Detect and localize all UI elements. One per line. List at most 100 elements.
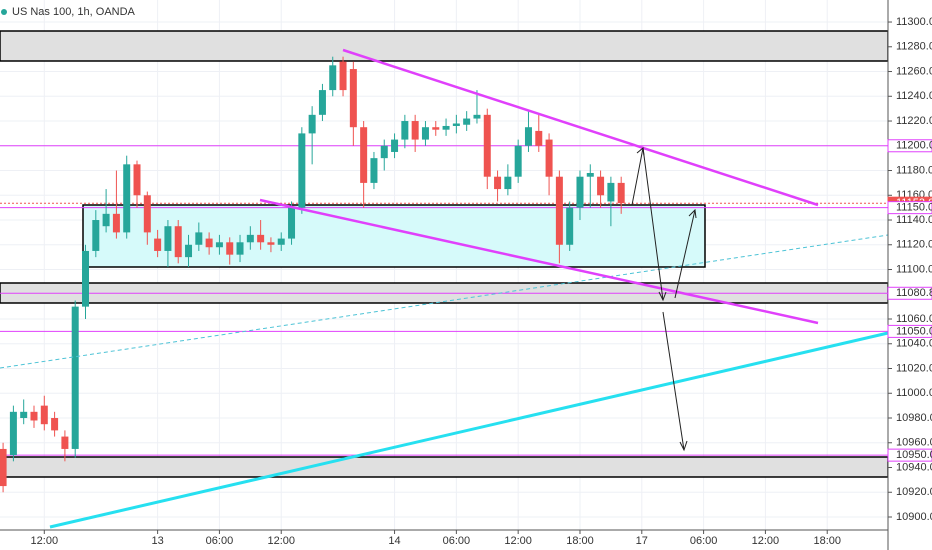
price-label: 11080.8 — [896, 287, 932, 299]
y-tick-label: 11120.0 — [896, 239, 932, 251]
candle-body — [370, 158, 378, 183]
candle-body — [318, 90, 326, 115]
candle-body — [524, 127, 532, 146]
candle-body — [40, 405, 48, 425]
candle-body — [61, 436, 69, 449]
candle-body — [514, 145, 522, 177]
candle-body — [112, 213, 120, 233]
y-tick-label: 11140.0 — [896, 214, 932, 226]
status-dot — [1, 9, 7, 15]
candle-body — [226, 242, 234, 255]
trend-line — [49, 331, 889, 529]
candle-body — [380, 145, 388, 159]
arrow-head — [688, 208, 697, 219]
y-tick-label: 11180.0 — [896, 164, 932, 176]
candle-body — [339, 61, 347, 91]
candle-body — [267, 242, 275, 245]
candle-body — [82, 250, 90, 307]
support-zone — [0, 456, 889, 478]
x-tick-label: 18:00 — [566, 535, 594, 547]
x-tick-label: 17 — [636, 535, 648, 547]
price-label: 10950.0 — [896, 449, 932, 461]
candle-body — [154, 238, 162, 251]
candle-body — [504, 176, 512, 190]
arrow-path — [674, 209, 696, 299]
chart-title: US Nas 100, 1h, OANDA — [12, 6, 136, 18]
y-tick-label: 11020.0 — [896, 362, 932, 374]
x-tick-label: 12:00 — [267, 535, 295, 547]
arrow-head — [658, 291, 667, 302]
y-tick-label: 11100.0 — [896, 263, 932, 275]
x-tick-label: 12:00 — [31, 535, 59, 547]
axes: 10900.0 10920.0 10940.0 10960.0 10980.0 11000… — [31, 16, 932, 547]
candle-body — [432, 127, 440, 130]
price-label-box — [887, 286, 932, 300]
candle-body — [30, 411, 38, 421]
x-tick-label: 06:00 — [690, 535, 718, 547]
x-tick-label: 06:00 — [206, 535, 234, 547]
candle-body — [452, 123, 460, 126]
candle-body — [586, 172, 594, 177]
candle-body — [164, 226, 172, 251]
candle-body — [555, 176, 563, 245]
candle-body — [71, 306, 79, 449]
y-tick-label: 10960.0 — [896, 437, 932, 449]
candle-body — [360, 127, 368, 183]
y-tick-label: 10940.0 — [896, 461, 932, 473]
candle-body — [257, 234, 265, 243]
x-tick-label: 14 — [388, 535, 400, 547]
y-tick-label: 11060.0 — [896, 313, 932, 325]
x-tick-label: 12:00 — [504, 535, 532, 547]
candle-body — [205, 238, 213, 248]
candle-body — [0, 448, 7, 487]
candle-body — [215, 242, 223, 248]
arrows — [631, 147, 697, 452]
candles — [0, 56, 625, 493]
resistance-zone — [0, 30, 889, 62]
candle-body — [236, 242, 244, 255]
candle-body — [246, 234, 254, 243]
price-label-box — [887, 139, 932, 153]
candle-body — [391, 139, 399, 152]
x-tick-label: 12:00 — [752, 535, 780, 547]
candle-body — [421, 127, 429, 140]
candle-body — [9, 411, 17, 456]
candle-body — [20, 411, 28, 419]
arrow-head — [636, 147, 645, 157]
price-label-box — [887, 448, 932, 462]
y-tick-label: 10920.0 — [896, 486, 932, 498]
arrow-head — [679, 440, 688, 452]
trend-line — [0, 234, 889, 369]
price-label: 11050.0 — [896, 325, 932, 337]
candle-body — [298, 133, 306, 208]
x-tick-label: 06:00 — [443, 535, 471, 547]
candle-body — [494, 176, 502, 190]
y-tick-label: 11260.0 — [896, 65, 932, 77]
candle-body — [535, 130, 543, 146]
candle-body — [566, 207, 574, 245]
y-tick-label: 11300.0 — [896, 16, 932, 28]
y-tick-label: 10900.0 — [896, 511, 932, 523]
candle-body — [102, 213, 110, 227]
candle-body — [329, 65, 337, 91]
candle-body — [133, 164, 141, 196]
candle-body — [576, 176, 584, 208]
candle-body — [401, 121, 409, 140]
candle-body — [545, 139, 553, 177]
y-tick-label: 11240.0 — [896, 90, 932, 102]
candle-body — [174, 226, 182, 258]
channel-top — [342, 48, 819, 207]
candle-body — [308, 114, 316, 134]
price-label-box — [887, 324, 932, 338]
candle-body — [597, 176, 605, 196]
y-tick-label: 11040.0 — [896, 338, 932, 350]
x-axis-area — [0, 530, 888, 550]
arrow-path — [662, 311, 685, 451]
candle-body — [92, 220, 100, 251]
candle-body — [463, 118, 471, 125]
candle-body — [143, 195, 151, 233]
y-tick-label: 10980.0 — [896, 412, 932, 424]
price-label-box — [887, 201, 932, 215]
candle-body — [185, 244, 193, 258]
